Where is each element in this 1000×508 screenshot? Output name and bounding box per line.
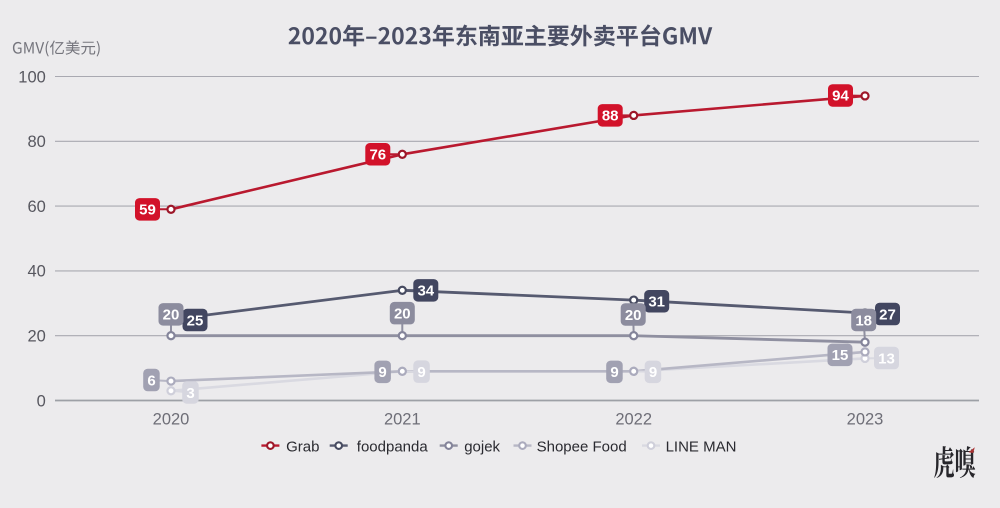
- svg-text:2023: 2023: [847, 411, 884, 429]
- svg-text:20: 20: [625, 307, 642, 324]
- svg-text:gojek: gojek: [464, 439, 500, 456]
- svg-text:6: 6: [147, 372, 155, 389]
- svg-text:2021: 2021: [384, 411, 421, 429]
- svg-text:76: 76: [369, 147, 386, 164]
- svg-text:Shopee Food: Shopee Food: [537, 439, 627, 456]
- svg-text:0: 0: [37, 392, 46, 410]
- svg-text:13: 13: [878, 350, 895, 367]
- svg-text:2020: 2020: [153, 411, 190, 429]
- svg-text:59: 59: [139, 202, 156, 219]
- svg-text:foodpanda: foodpanda: [357, 439, 429, 456]
- svg-text:94: 94: [832, 88, 849, 105]
- svg-text:60: 60: [27, 198, 45, 216]
- svg-text:20: 20: [163, 307, 180, 324]
- svg-text:100: 100: [18, 68, 46, 86]
- svg-text:20: 20: [27, 328, 45, 346]
- svg-text:40: 40: [27, 263, 45, 281]
- svg-text:80: 80: [27, 133, 45, 151]
- svg-text:9: 9: [417, 364, 425, 381]
- svg-text:2022: 2022: [615, 411, 652, 429]
- svg-text:9: 9: [378, 364, 386, 381]
- svg-text:15: 15: [832, 347, 849, 364]
- svg-text:34: 34: [417, 283, 434, 300]
- svg-text:27: 27: [879, 306, 896, 323]
- svg-text:20: 20: [394, 306, 411, 323]
- svg-text:31: 31: [648, 294, 665, 311]
- svg-text:18: 18: [855, 312, 872, 329]
- svg-text:Grab: Grab: [286, 439, 319, 456]
- svg-text:25: 25: [187, 312, 204, 329]
- svg-text:9: 9: [649, 364, 657, 381]
- svg-text:9: 9: [610, 364, 618, 381]
- svg-text:LINE MAN: LINE MAN: [666, 439, 737, 456]
- svg-text:88: 88: [602, 108, 619, 125]
- svg-text:3: 3: [186, 385, 194, 402]
